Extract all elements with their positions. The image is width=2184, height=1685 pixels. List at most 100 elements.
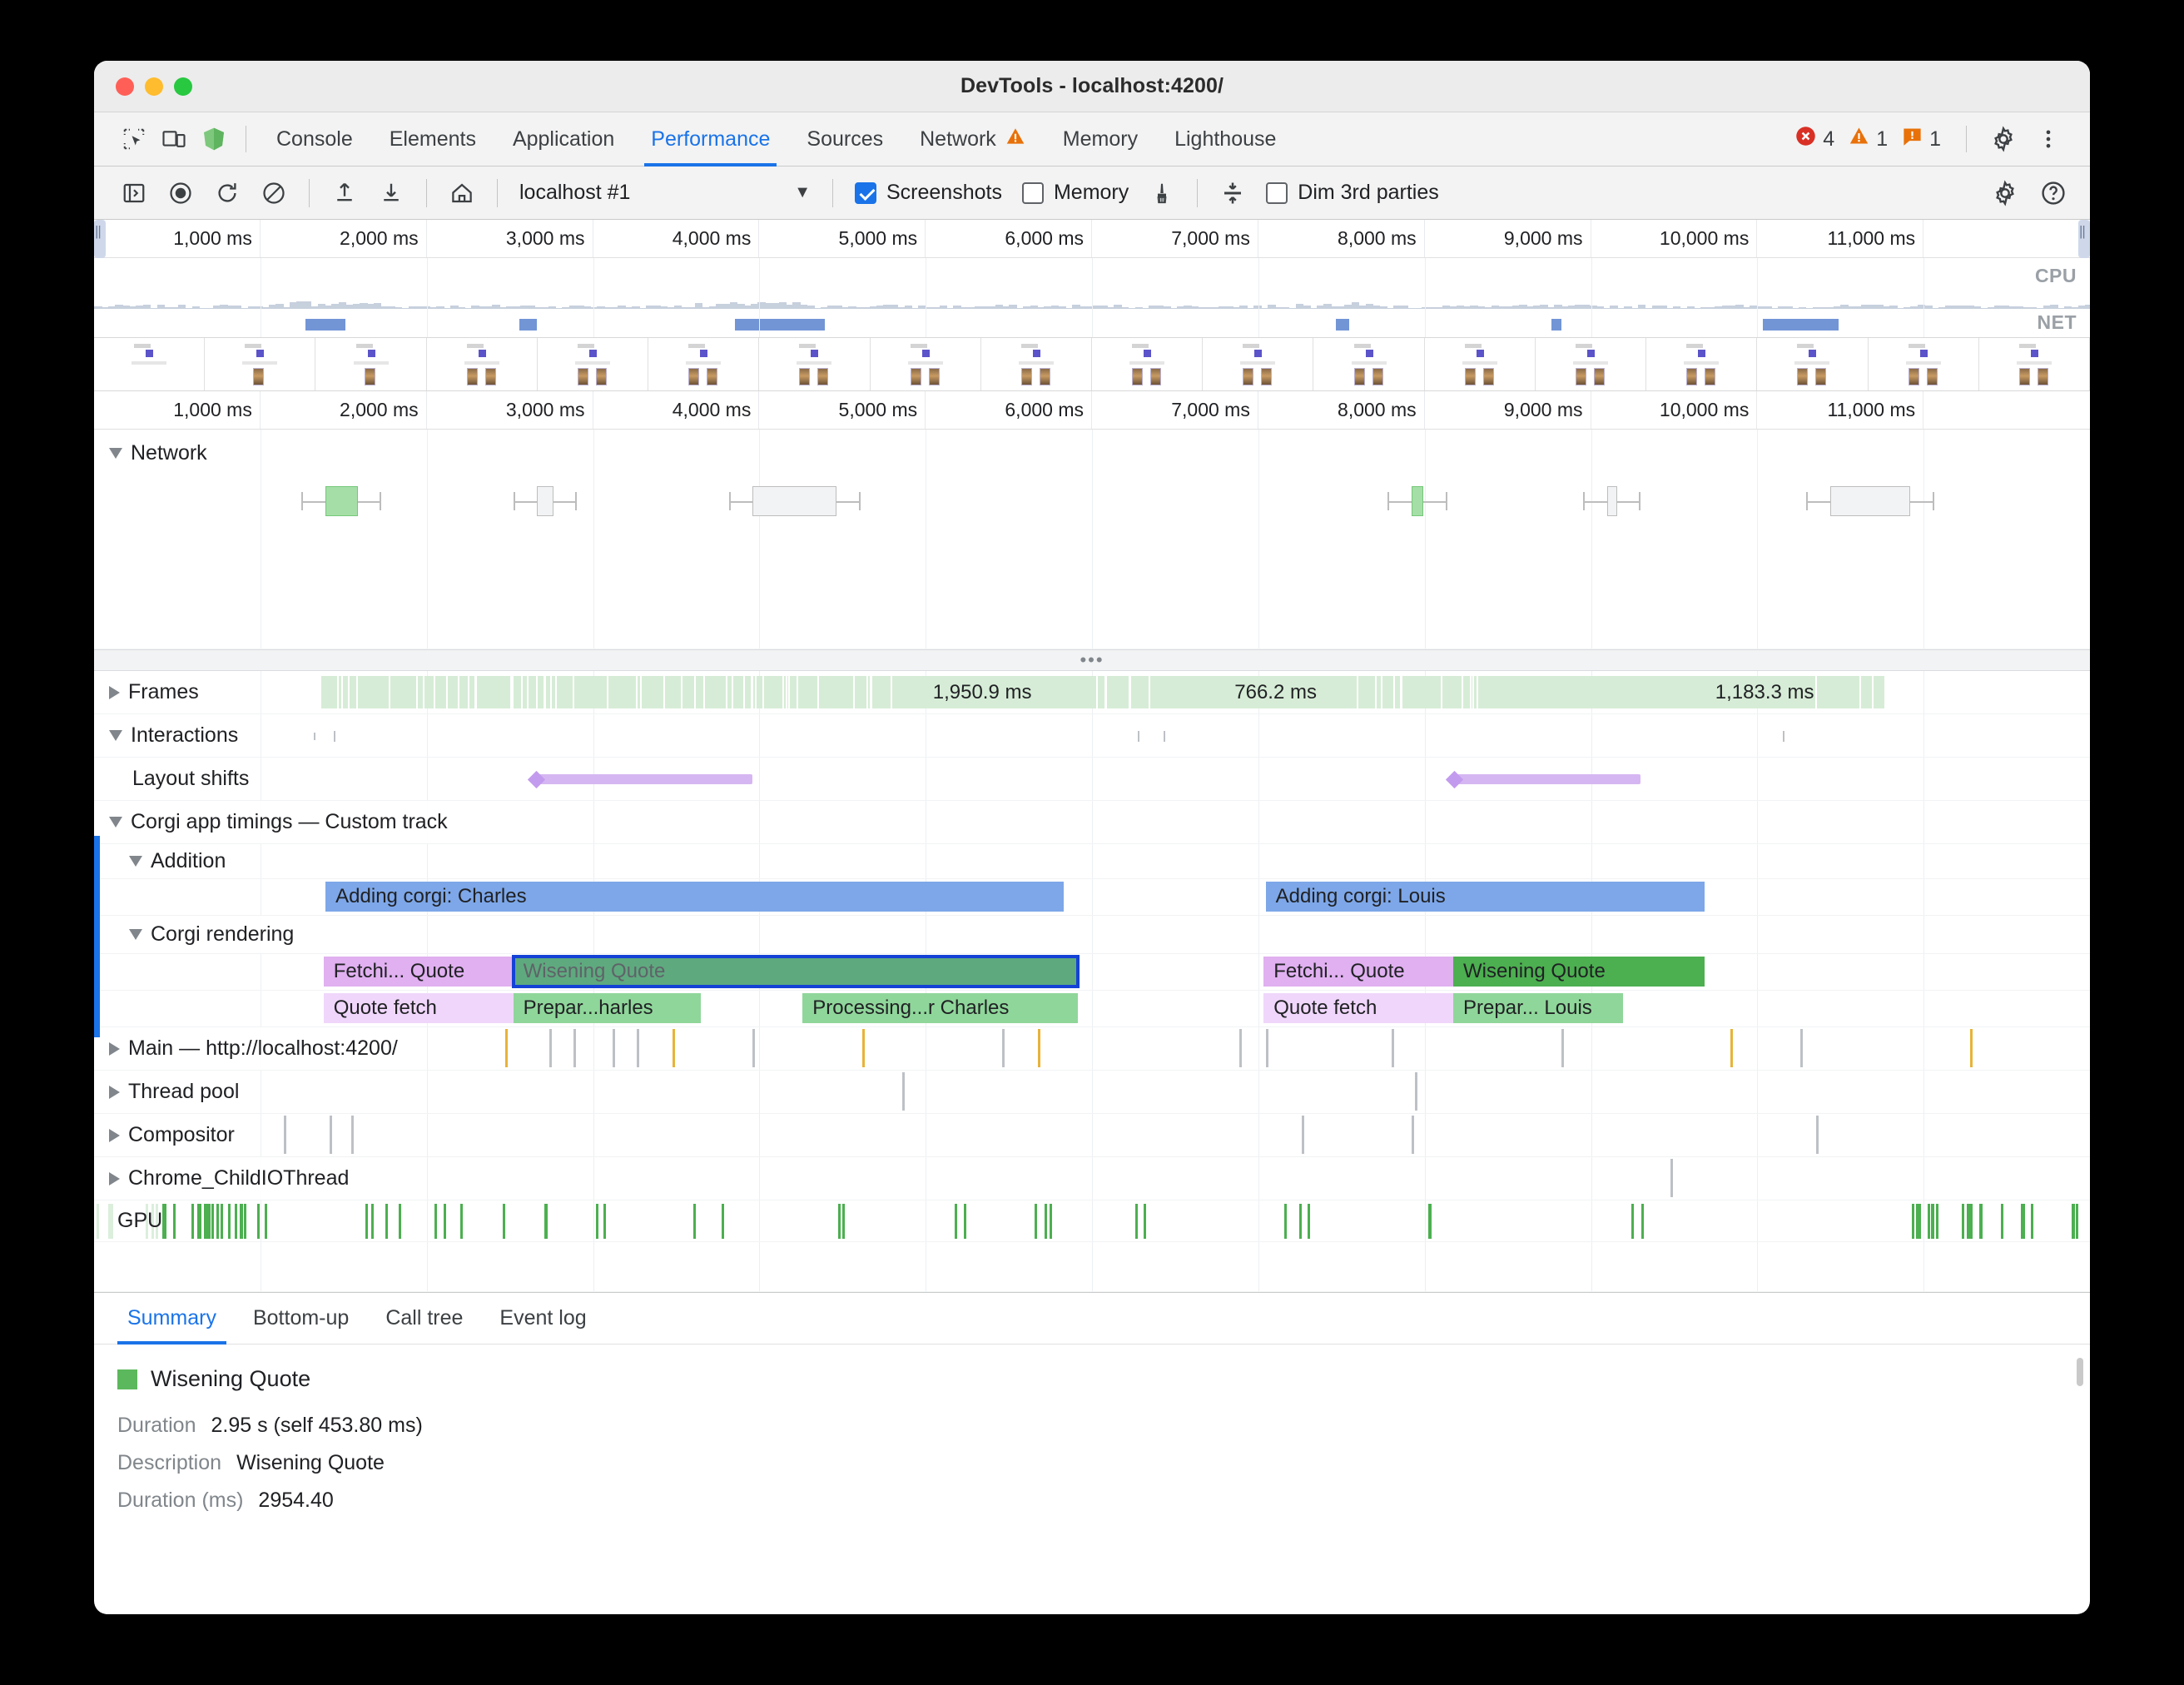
gpu-task[interactable]	[241, 1204, 243, 1239]
filmstrip-frame[interactable]	[538, 338, 648, 390]
tab-bottom-up[interactable]: Bottom-up	[235, 1293, 367, 1345]
overview-graphs[interactable]: CPU NET	[94, 258, 2090, 338]
flame-bar[interactable]: Wisening Quote	[1453, 957, 1705, 987]
main-thread-event[interactable]	[1239, 1029, 1242, 1067]
gear-icon[interactable]	[1983, 174, 2027, 212]
gpu-task[interactable]	[503, 1204, 505, 1239]
gpu-task[interactable]	[1967, 1204, 1969, 1239]
gpu-task[interactable]	[1631, 1204, 1634, 1239]
gpu-task[interactable]	[842, 1204, 845, 1239]
filmstrip-frame[interactable]	[1092, 338, 1203, 390]
track-frames[interactable]: Frames 1,950.9 ms766.2 ms1,183.3 ms	[94, 671, 2090, 714]
track-interactions[interactable]: Interactions	[94, 714, 2090, 758]
gpu-task[interactable]	[838, 1204, 841, 1239]
gear-icon[interactable]	[1983, 119, 2023, 159]
thread-pool-event[interactable]	[902, 1072, 905, 1111]
compositor-event[interactable]	[351, 1116, 354, 1154]
gpu-task[interactable]	[1928, 1204, 1930, 1239]
network-request[interactable]	[1387, 485, 1447, 518]
filmstrip-frame[interactable]	[1203, 338, 1313, 390]
gpu-task[interactable]	[216, 1204, 219, 1239]
gpu-task[interactable]	[265, 1204, 267, 1239]
home-icon[interactable]	[440, 174, 484, 212]
flame-chart[interactable]: 1,000 ms2,000 ms3,000 ms4,000 ms5,000 ms…	[94, 391, 2090, 1292]
main-thread-event[interactable]	[1561, 1029, 1564, 1067]
filmstrip-frame[interactable]	[1313, 338, 1424, 390]
collapse-trace-icon[interactable]	[1211, 174, 1254, 212]
main-thread-event[interactable]	[752, 1029, 755, 1067]
filmstrip-frame[interactable]	[871, 338, 981, 390]
main-thread-event[interactable]	[1392, 1029, 1394, 1067]
gpu-task[interactable]	[1641, 1204, 1644, 1239]
gpu-task[interactable]	[2031, 1204, 2033, 1239]
track-layout-shifts-label[interactable]: Layout shifts	[94, 758, 249, 800]
dim-third-parties-checkbox[interactable]: Dim 3rd parties	[1258, 181, 1447, 205]
gpu-task[interactable]	[199, 1204, 201, 1239]
pane-resizer[interactable]: •••	[94, 649, 2090, 671]
group-rendering-header[interactable]: Corgi rendering	[94, 916, 2090, 954]
track-thread-pool-label[interactable]: Thread pool	[94, 1071, 239, 1113]
child-io-event[interactable]	[1670, 1159, 1673, 1197]
gpu-task[interactable]	[1918, 1204, 1920, 1239]
angular-devtools-icon[interactable]	[194, 119, 234, 159]
filmstrip-frame[interactable]	[1869, 338, 1979, 390]
export-profile-icon[interactable]	[370, 174, 413, 212]
main-thread-event[interactable]	[613, 1029, 615, 1067]
screenshots-checkbox[interactable]: Screenshots	[846, 181, 1010, 205]
detail-scrollbar[interactable]	[2077, 1358, 2083, 1386]
interaction-marker[interactable]	[1138, 731, 1139, 742]
gpu-task[interactable]	[257, 1204, 260, 1239]
filmstrip-frame[interactable]	[427, 338, 538, 390]
overview-window-left-handle[interactable]	[94, 220, 106, 258]
timeline-overview[interactable]: 1,000 ms2,000 ms3,000 ms4,000 ms5,000 ms…	[94, 220, 2090, 391]
error-counter[interactable]: 4	[1794, 125, 1834, 153]
gpu-task[interactable]	[544, 1204, 547, 1239]
tab-summary[interactable]: Summary	[109, 1293, 235, 1345]
group-addition-label[interactable]: Addition	[94, 844, 226, 878]
help-icon[interactable]	[2032, 174, 2075, 212]
flame-bar[interactable]: Processing...r Charles	[802, 993, 1078, 1023]
filmstrip[interactable]	[94, 338, 2090, 391]
layout-shift-bar[interactable]	[534, 774, 753, 784]
filmstrip-frame[interactable]	[1536, 338, 1646, 390]
flame-bar[interactable]: Quote fetch	[1263, 993, 1453, 1023]
track-layout-shifts[interactable]: Layout shifts	[94, 758, 2090, 801]
tab-memory[interactable]: Memory	[1045, 112, 1156, 167]
main-thread-event[interactable]	[1730, 1029, 1733, 1067]
gpu-task[interactable]	[2072, 1204, 2075, 1239]
gpu-task[interactable]	[1045, 1204, 1047, 1239]
clear-icon[interactable]	[252, 174, 295, 212]
filmstrip-frame[interactable]	[1425, 338, 1536, 390]
gpu-task[interactable]	[371, 1204, 374, 1239]
gpu-task[interactable]	[955, 1204, 957, 1239]
group-addition-header[interactable]: Addition	[94, 844, 2090, 879]
gpu-task[interactable]	[1050, 1204, 1052, 1239]
brush-icon[interactable]	[1140, 174, 1184, 212]
network-request[interactable]	[1806, 485, 1933, 518]
track-child-io-thread[interactable]: Chrome_ChildIOThread	[94, 1157, 2090, 1200]
filmstrip-frame[interactable]	[981, 338, 1092, 390]
tab-application[interactable]: Application	[494, 112, 633, 167]
tab-network[interactable]: Network	[901, 112, 1045, 167]
thread-pool-event[interactable]	[1415, 1072, 1417, 1111]
track-main-label[interactable]: Main — http://localhost:4200/	[94, 1027, 398, 1070]
gpu-task[interactable]	[964, 1204, 966, 1239]
gpu-task[interactable]	[1135, 1204, 1138, 1239]
filmstrip-frame[interactable]	[205, 338, 315, 390]
main-thread-event[interactable]	[573, 1029, 576, 1067]
import-profile-icon[interactable]	[323, 174, 366, 212]
filmstrip-frame[interactable]	[648, 338, 759, 390]
gpu-task[interactable]	[1936, 1204, 1938, 1239]
track-interactions-label[interactable]: Interactions	[94, 714, 238, 757]
track-network[interactable]: Network	[94, 430, 2090, 649]
track-child-io-label[interactable]: Chrome_ChildIOThread	[94, 1157, 349, 1200]
gpu-task[interactable]	[1284, 1204, 1287, 1239]
issues-counter[interactable]: 1	[1901, 125, 1941, 153]
gpu-task[interactable]	[164, 1204, 166, 1239]
reload-and-record-icon[interactable]	[206, 174, 249, 212]
track-gpu[interactable]: GPU	[94, 1200, 2090, 1242]
kebab-menu-icon[interactable]	[2028, 119, 2068, 159]
group-rendering-label[interactable]: Corgi rendering	[94, 916, 294, 953]
gpu-task[interactable]	[460, 1204, 463, 1239]
main-thread-event[interactable]	[1266, 1029, 1268, 1067]
